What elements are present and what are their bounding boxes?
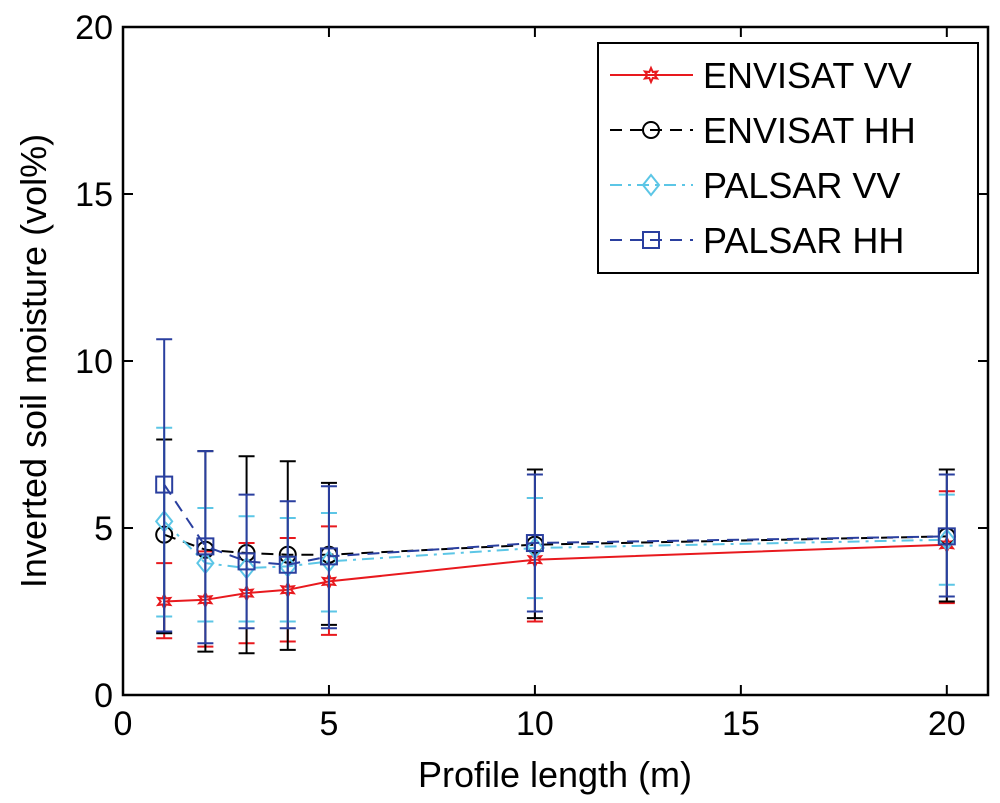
error-bar bbox=[938, 473, 955, 598]
data-point-shape bbox=[319, 547, 338, 566]
data-point-shape bbox=[237, 552, 256, 571]
data-point bbox=[155, 475, 174, 494]
data-point-shape bbox=[937, 527, 956, 546]
y-tick-label: 5 bbox=[94, 510, 113, 548]
legend-label: PALSAR HH bbox=[703, 220, 904, 261]
data-point-shape bbox=[525, 534, 544, 553]
y-tick-label: 0 bbox=[94, 677, 113, 715]
x-tick-label: 20 bbox=[928, 705, 966, 743]
series-line bbox=[163, 484, 947, 566]
error-bar bbox=[238, 493, 255, 630]
legend-marker bbox=[642, 231, 660, 249]
x-tick-label: 15 bbox=[722, 705, 760, 743]
legend-marker bbox=[641, 173, 661, 197]
x-tick-label: 10 bbox=[516, 705, 554, 743]
legend-marker-shape bbox=[641, 173, 661, 197]
legend-marker-shape bbox=[642, 121, 660, 139]
y-tick-label: 15 bbox=[75, 176, 113, 214]
y-tick-label: 20 bbox=[75, 9, 113, 47]
error-bar bbox=[197, 450, 214, 645]
y-axis-label: Inverted soil moisture (vol%) bbox=[13, 134, 54, 588]
x-axis-label: Profile length (m) bbox=[418, 754, 692, 795]
y-tick-label: 10 bbox=[75, 343, 113, 381]
legend-marker bbox=[642, 121, 660, 139]
data-point bbox=[937, 527, 956, 546]
data-point bbox=[196, 537, 215, 556]
error-bar bbox=[279, 500, 296, 630]
data-point bbox=[319, 547, 338, 566]
legend-box bbox=[597, 42, 979, 274]
data-point-shape bbox=[155, 475, 174, 494]
series-layer bbox=[154, 338, 957, 655]
legend-marker-shape bbox=[642, 65, 660, 85]
legend-label: ENVISAT VV bbox=[703, 55, 912, 96]
data-point-shape bbox=[196, 537, 215, 556]
x-tick-label: 5 bbox=[319, 705, 338, 743]
legend-label: PALSAR VV bbox=[703, 165, 900, 206]
legend-label: ENVISAT HH bbox=[703, 110, 916, 151]
data-point bbox=[525, 534, 544, 553]
data-point bbox=[237, 552, 256, 571]
data-point-shape bbox=[278, 555, 297, 574]
tick-layer: 0 5 10 15 20 0 5 10 15 20 bbox=[75, 9, 988, 743]
legend-marker-shape bbox=[642, 231, 660, 249]
legend: ENVISAT VV ENVISAT HH PALSAR VV PALSAR HH bbox=[597, 42, 979, 274]
series-3 bbox=[155, 338, 956, 645]
data-point bbox=[278, 555, 297, 574]
x-tick-label: 0 bbox=[114, 705, 133, 743]
legend-marker bbox=[642, 65, 660, 85]
